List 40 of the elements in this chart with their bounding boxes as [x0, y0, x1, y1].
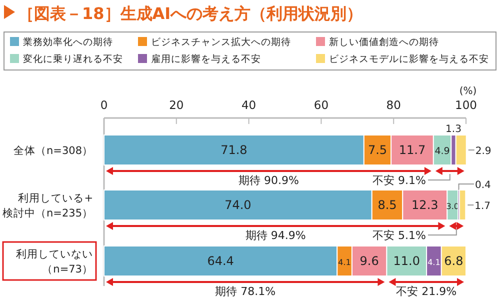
data-label: 6.8	[444, 254, 464, 268]
data-label: 8.5	[378, 198, 397, 212]
data-label: 9.6	[360, 254, 379, 268]
annotation: 不安 9.1%	[372, 174, 426, 187]
x-tick-label: 0	[100, 98, 108, 112]
x-tick-label: 60	[314, 98, 329, 112]
data-label: 7.5	[368, 143, 388, 157]
x-tick-label: 40	[241, 98, 256, 112]
x-axis-title: (%)	[459, 86, 477, 97]
annotation: 不安 21.9%	[396, 285, 457, 297]
legend-label: 雇用に影響を与える不安	[151, 53, 261, 65]
data-label: 4.1	[338, 258, 351, 267]
y-tick-label: 利用していない（n=73）	[16, 248, 93, 276]
data-label: 71.8	[220, 143, 248, 157]
legend-label: 変化に乗り遅れる不安	[23, 53, 123, 65]
annotation: 期待 78.1%	[215, 285, 276, 297]
data-label: 11.0	[393, 254, 420, 268]
annotation: 期待 94.9%	[245, 229, 306, 242]
x-tick-label: 100	[455, 98, 477, 112]
x-tick-label: 20	[169, 98, 184, 112]
data-label: 4.9	[434, 146, 450, 157]
data-label: 12.3	[412, 198, 438, 212]
legend-label: 業務効率化への期待	[23, 36, 113, 48]
x-tick-label: 80	[386, 98, 401, 112]
data-label: 64.4	[207, 254, 234, 268]
data-label: 2.9	[475, 146, 492, 157]
legend-label: ビジネスチャンス拡大への期待	[151, 36, 291, 48]
data-label: 0.4	[475, 180, 491, 191]
annotation: 期待 90.9%	[238, 174, 299, 187]
legend-label: 新しい価値創造への期待	[329, 36, 439, 48]
data-label: 1.3	[446, 124, 462, 135]
data-label: 1.7	[474, 201, 491, 212]
annotation: 不安 5.1%	[372, 229, 426, 242]
legend-label: ビジネスモデルに影響を与える不安	[329, 53, 489, 65]
y-tick-label: 全体（n=308）	[14, 145, 93, 157]
data-label: 74.0	[224, 198, 252, 212]
y-tick-label: 利用している+検討中（n=235）	[2, 192, 93, 220]
chart-title: ［図表－18］生成AIへの考え方（利用状況別）	[18, 4, 363, 23]
data-label: 11.7	[398, 143, 426, 157]
data-label: 4.1	[428, 258, 440, 267]
